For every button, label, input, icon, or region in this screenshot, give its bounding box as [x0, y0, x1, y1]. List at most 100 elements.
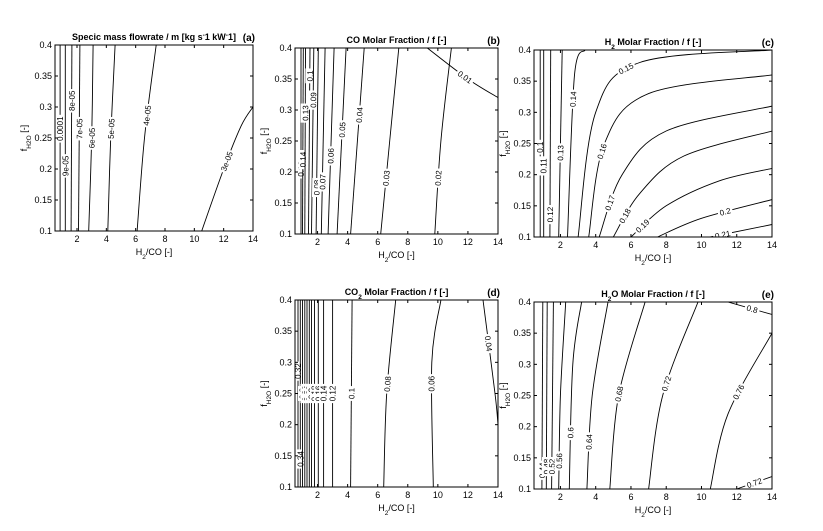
contour-label-bg [67, 89, 77, 113]
contour-line-5 [311, 48, 315, 234]
x-tick-label: 10 [696, 492, 706, 502]
x-tick-label: 12 [732, 492, 742, 502]
y-tick-label: 0.35 [274, 326, 292, 336]
y-tick-label: 0.1 [279, 229, 292, 239]
y-tick-label: 0.25 [274, 389, 292, 399]
x-tick-label: 8 [664, 492, 669, 502]
chart-panel-d: 0.320.340.30.260.240.220.20.180.160.140.… [259, 287, 503, 517]
contour-label: 0.12 [328, 383, 338, 404]
x-tick-label: 2 [74, 234, 79, 244]
contour-label-text: 0.1 [347, 387, 356, 399]
y-tick-label: 0.1 [279, 482, 292, 492]
y-tick-label: 0.3 [39, 102, 52, 112]
x-axis-label: H2/CO [-] [635, 253, 672, 267]
contour-line-9 [709, 332, 772, 489]
contour-line-8 [327, 48, 335, 234]
contour-label-bg [74, 116, 84, 141]
contour-label-text: 0.12 [546, 206, 555, 222]
contour-label: 0.03 [380, 168, 392, 189]
x-tick-label: 4 [104, 234, 109, 244]
contour-line-7 [588, 74, 772, 237]
contour-label-bg [743, 302, 761, 316]
x-axis-label: H2/CO [-] [635, 505, 672, 519]
contour-label-text: 0.14 [299, 151, 308, 167]
contour-label: 0.15 [615, 59, 637, 77]
contour-label-bg [547, 456, 557, 477]
contour-label-text: 3e-05 [219, 150, 235, 173]
panels-group: 0.0001 9e-05 8e-05 7e-05 6e-05 5e-05 4e-05 3e-0… [19, 32, 777, 519]
contour-label-text: 0.52 [548, 458, 557, 474]
y-tick-label: 0.4 [518, 45, 531, 55]
y-tick-label: 0.3 [279, 105, 292, 115]
contour-label: 0.09 [308, 90, 318, 110]
x-tick-label: 10 [696, 240, 706, 250]
contour-label: 0.02 [432, 168, 444, 188]
panel-letter: (d) [487, 288, 500, 299]
contour-label: 0.1 [305, 68, 315, 84]
contour-label-text: 0.12 [329, 385, 338, 401]
contour-label-text: 0.16 [314, 385, 323, 401]
contour-label-text: 4e-05 [142, 104, 153, 126]
contour-label-bg [539, 156, 549, 176]
y-tick-label: 0.25 [34, 133, 52, 143]
contour-label: 0.21 [712, 228, 733, 241]
contour-label: 8e-05 [67, 89, 77, 113]
x-tick-label: 14 [493, 237, 503, 247]
contour-label-text: 0.13 [556, 144, 565, 160]
contour-label-bg [602, 192, 618, 214]
contour-label-text: 5e-05 [107, 118, 117, 139]
y-tick-label: 0.2 [39, 164, 52, 174]
y-tick-label: 0.3 [279, 357, 292, 367]
x-tick-label: 14 [767, 492, 777, 502]
contour-label-bg [545, 204, 555, 225]
contour-line-7 [136, 45, 157, 231]
contour-label: 0.04 [483, 333, 495, 354]
contour-label-text: 0.21 [714, 229, 732, 241]
contour-label-bg [300, 103, 310, 123]
contour-label: 0.07 [317, 172, 328, 192]
contour-label-text: 6e-05 [87, 127, 97, 148]
x-tick-label: 12 [219, 234, 229, 244]
contour-label: 0.13 [555, 143, 565, 163]
contour-label-text: 0.14 [568, 91, 578, 108]
contour-label-bg [432, 168, 444, 188]
y-tick-label: 0.15 [513, 453, 531, 463]
contour-label: 4e-05 [141, 103, 153, 128]
contour-label-text: 0.64 [585, 433, 595, 450]
y-tick-label: 0.15 [34, 195, 52, 205]
y-tick-label: 0.25 [513, 139, 531, 149]
x-tick-label: 2 [315, 490, 320, 500]
chart-panel-b: 0.1 6 0.14 0.13 0.1 0.09 0.080.07 0.060.05 0.04 0… [259, 35, 503, 264]
contour-label: 0.11 [539, 156, 549, 176]
contour-label-text: 0.6 [566, 427, 575, 439]
contour-label-text: 0.06 [326, 147, 336, 163]
contour-label: 0.14 [298, 149, 308, 170]
contour-label-bg [86, 126, 97, 150]
contour-line-12 [434, 48, 452, 234]
y-tick-label: 0.25 [274, 136, 292, 146]
contour-line-3 [70, 45, 73, 231]
panel-letter: (b) [487, 36, 500, 47]
y-tick-label: 0.3 [518, 107, 531, 117]
contour-label: 0.06 [325, 146, 336, 166]
y-tick-label: 0.1 [39, 226, 52, 236]
contour-label-bg [565, 425, 576, 441]
contour-lines: 0.440.480.520.560.60.640.680.720.760.80.… [537, 302, 772, 490]
contour-label-text: 0.72 [746, 476, 764, 490]
contour-label-text: 0.1 [536, 141, 545, 153]
contour-label: 0.64 [583, 432, 595, 452]
contour-line-5 [568, 302, 583, 489]
contour-label-bg [308, 90, 318, 110]
contour-label-text: 0.14 [320, 385, 329, 401]
contour-line-6 [577, 50, 772, 237]
contour-label: 0.18 [616, 205, 634, 227]
contour-line-2 [302, 48, 304, 234]
contour-line-8 [648, 302, 699, 489]
contour-label-text: 0.0001 [56, 116, 65, 141]
y-axis-label: fH2O [-] [19, 125, 33, 151]
y-axis-label: fH2O [-] [259, 380, 273, 406]
x-tick-label: 6 [375, 237, 380, 247]
y-tick-label: 0.4 [279, 295, 292, 305]
panel-title: H2O Molar Fraction / f [-] [601, 289, 705, 303]
